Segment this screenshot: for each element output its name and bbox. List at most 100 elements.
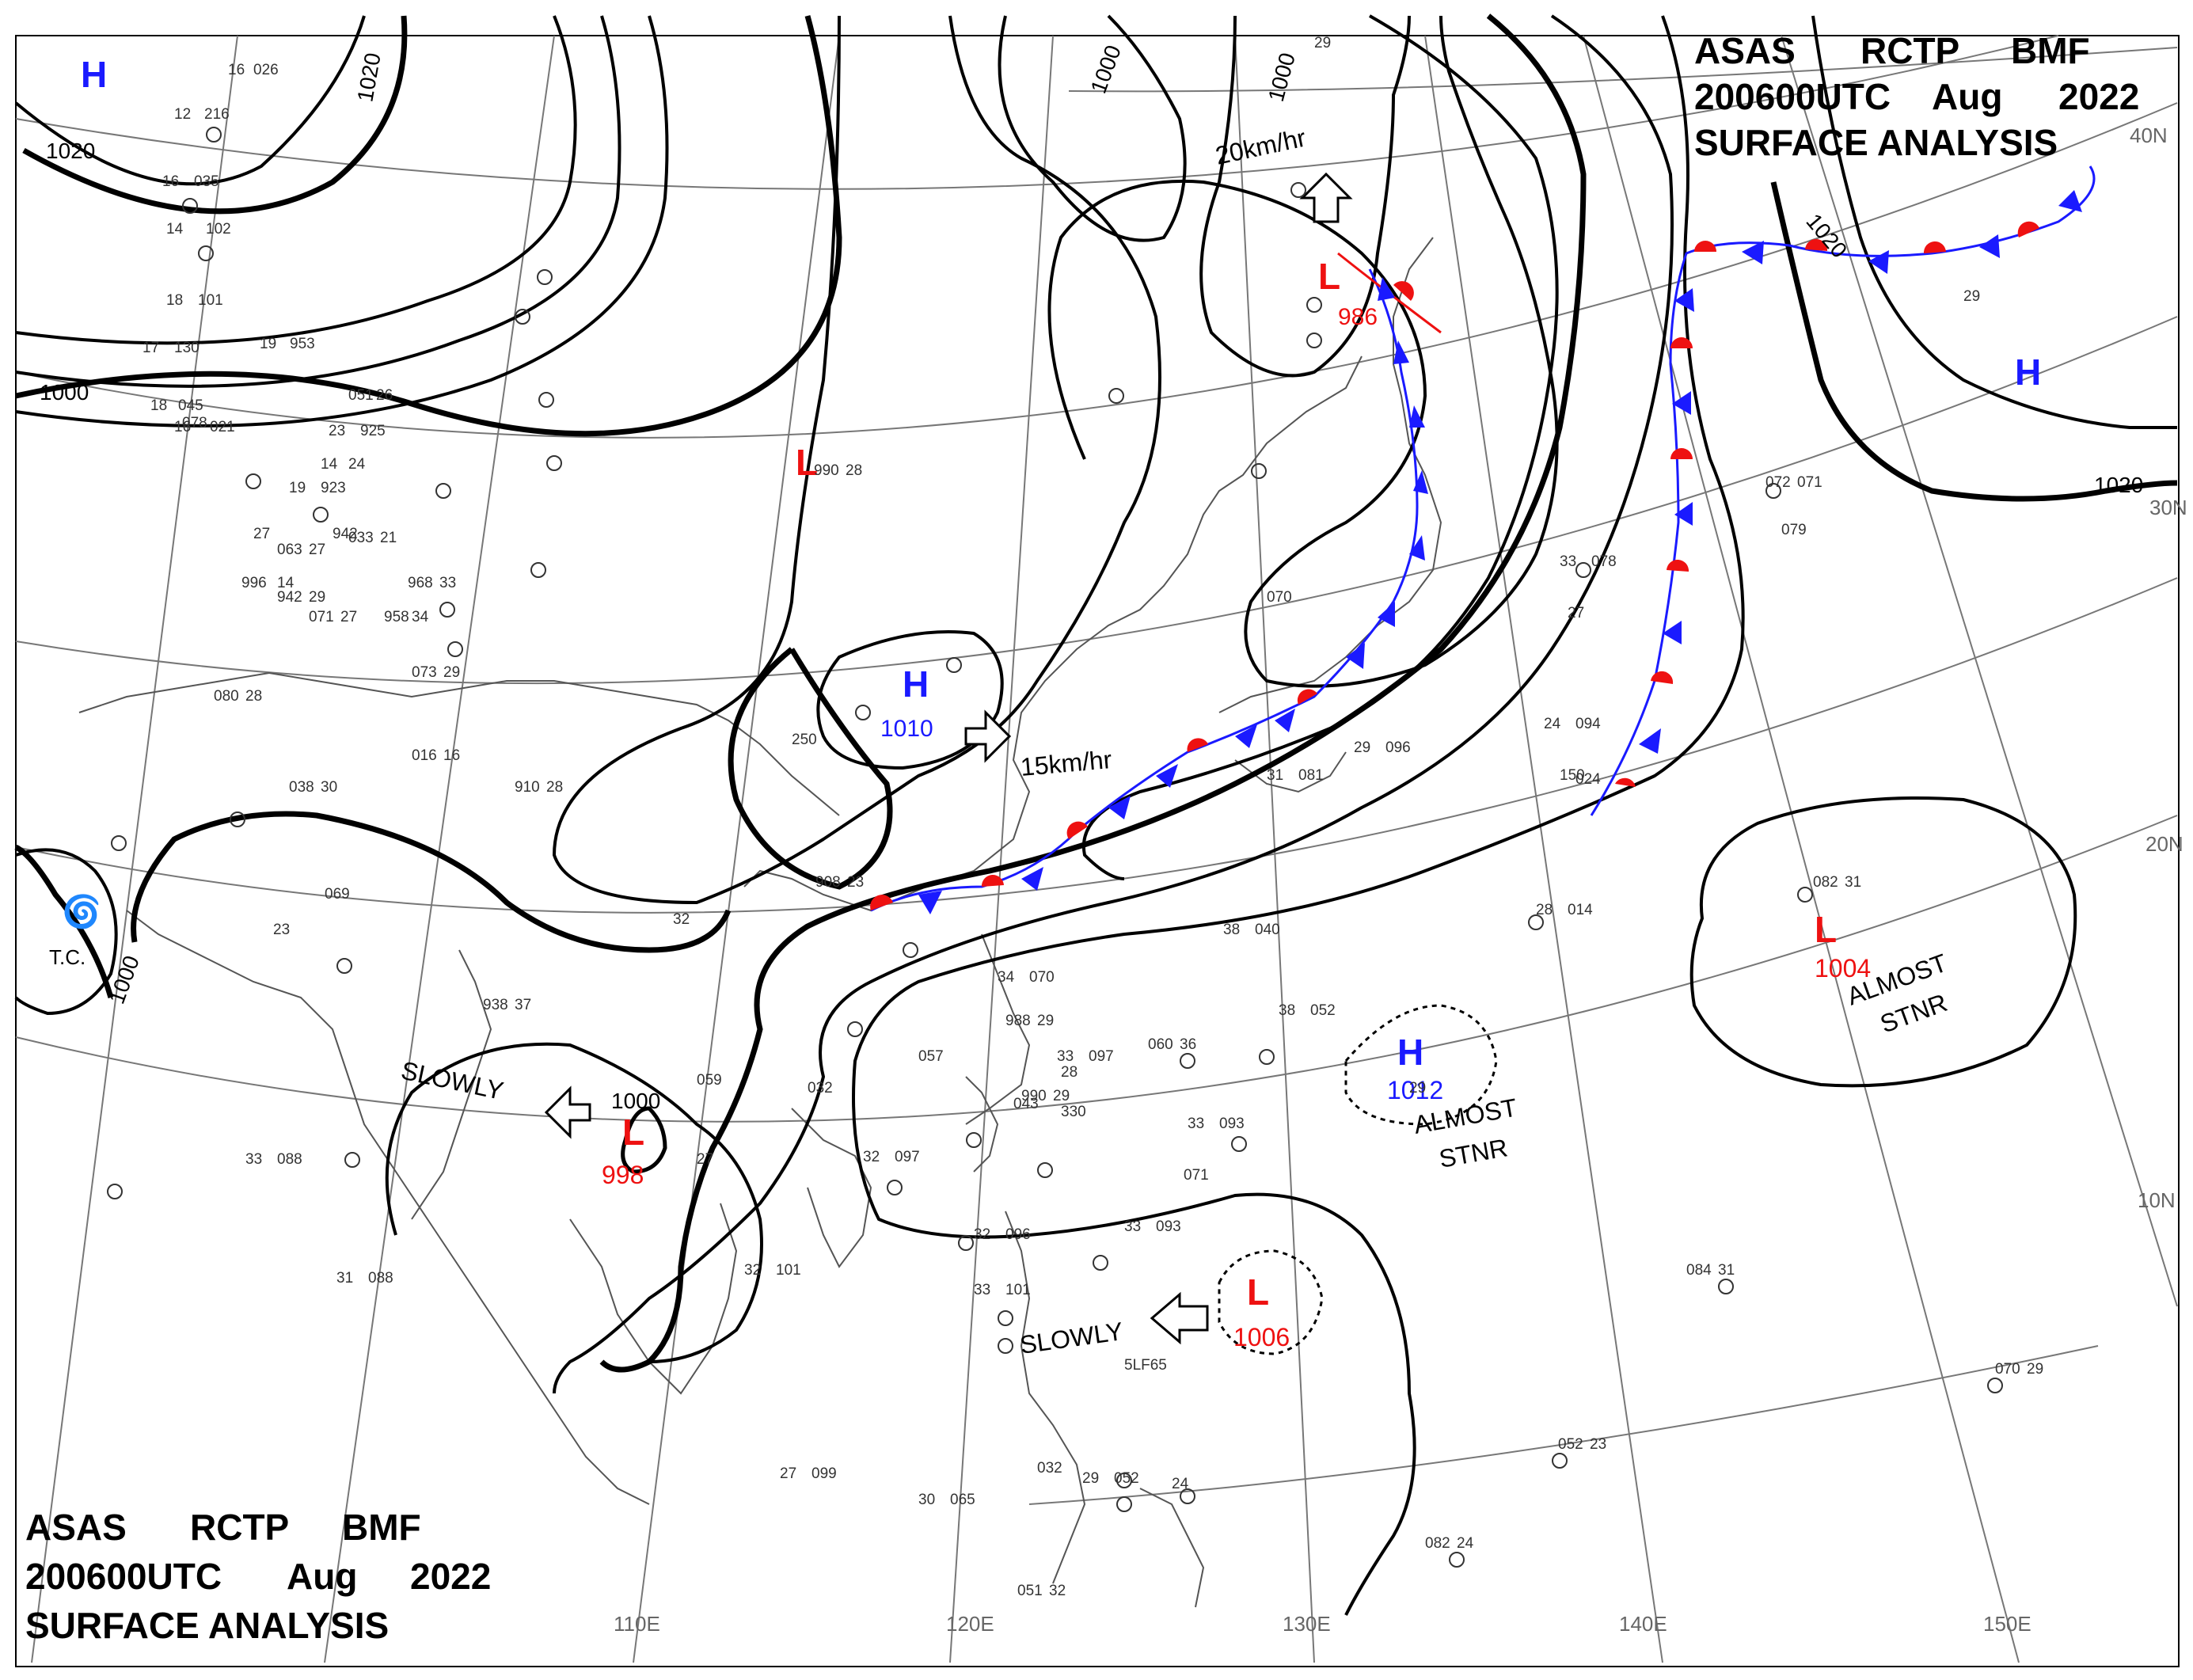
station-value: 071 [309, 609, 334, 625]
station-circle-icon [1116, 1496, 1132, 1512]
station-value: 29 [1082, 1470, 1099, 1487]
high-value-pacific: 1012 [1387, 1076, 1443, 1104]
station-circle-icon [1528, 914, 1544, 930]
station-value: 038 [289, 779, 314, 796]
station-value: 29 [1354, 739, 1370, 756]
header-top: ASAS RCTP BMF 200600UTC Aug 2022 SURFACE… [1694, 30, 2139, 163]
station-value: 32 [1049, 1583, 1066, 1599]
isobars [14, 13, 2178, 1616]
station-value: 18 [166, 292, 183, 309]
station-value: 29 [1963, 288, 1980, 305]
station-value: 17 [143, 340, 159, 356]
station-value: 101 [198, 292, 223, 309]
station-value: 32 [744, 1262, 761, 1279]
station-value: 37 [515, 997, 531, 1013]
station-value: 071 [1184, 1167, 1209, 1184]
station-value: 33 [1057, 1048, 1074, 1065]
station-value: 24 [1457, 1535, 1474, 1552]
low-center-indochina: L [622, 1112, 644, 1153]
station-value: 31 [336, 1270, 353, 1287]
station-circle-icon [198, 245, 214, 261]
station-value: 968 [408, 575, 433, 591]
station-value: 060 [1148, 1036, 1173, 1053]
header-bottom-station: RCTP [190, 1507, 289, 1548]
isobar-label-1020-d: 1020 [2094, 473, 2143, 497]
station-value: 082 [1813, 874, 1838, 891]
station-value: 990 [1021, 1088, 1047, 1104]
station-circle-icon [966, 1132, 982, 1148]
station-value: 099 [811, 1465, 837, 1482]
station-value: 29 [2027, 1361, 2043, 1378]
station-value: 16 [162, 173, 179, 190]
header-bottom-time: 200600UTC [25, 1556, 222, 1597]
station-value: 910 [515, 779, 540, 796]
station-value: 28 [546, 779, 563, 796]
station-value: 014 [1568, 902, 1593, 918]
station-value: 16 [443, 747, 460, 764]
station-circle-icon [887, 1180, 903, 1195]
station-circle-icon [1037, 1162, 1053, 1178]
station-value: 330 [1061, 1104, 1086, 1120]
lon-label-130e: 130E [1283, 1612, 1331, 1636]
low-value-philippine-sea: 1006 [1233, 1323, 1290, 1351]
lon-label-150e: 150E [1983, 1612, 2031, 1636]
station-value: 082 [1425, 1535, 1450, 1552]
station-value: 032 [1037, 1460, 1062, 1477]
station-value: 21 [380, 530, 397, 546]
header-bottom-title: SURFACE ANALYSIS [25, 1605, 389, 1646]
station-value: 081 [1298, 767, 1324, 784]
station-value: 32 [974, 1226, 990, 1243]
station-circle-icon [230, 811, 245, 827]
station-value: 069 [325, 886, 350, 903]
station-value: 051 [1017, 1583, 1043, 1599]
station-value: 38 [1223, 922, 1240, 938]
station-circle-icon [537, 269, 553, 285]
station-value: 29 [1314, 35, 1331, 51]
station-circle-icon [435, 483, 451, 499]
low-center-north: L [1318, 256, 1340, 297]
longitude-labels: 110E 120E 130E 140E 150E [614, 1612, 2031, 1636]
low-value-indochina: 998 [602, 1161, 644, 1189]
station-value: 130 [174, 340, 200, 356]
high-center-china: H [903, 663, 929, 705]
isobar-label-1020-b: 1020 [352, 51, 385, 104]
motion-arrows [544, 172, 1353, 1345]
map-frame [15, 35, 2180, 1667]
station-value: 29 [309, 589, 325, 606]
station-value: 5LF65 [1124, 1357, 1167, 1374]
station-value: 23 [847, 874, 864, 891]
station-circle-icon [1306, 333, 1322, 348]
station-value: 34 [998, 969, 1015, 986]
station-value: 078 [182, 415, 207, 431]
station-value: 29 [1053, 1088, 1070, 1104]
station-value: 051 [348, 387, 374, 404]
station-value: 078 [1591, 553, 1617, 570]
header-top-code: BMF [2011, 30, 2090, 71]
station-value: 29 [1409, 1080, 1426, 1097]
station-value: 28 [1061, 1064, 1077, 1081]
station-value: 31 [1718, 1262, 1735, 1279]
station-circle-icon [1180, 1488, 1195, 1504]
station-value: 36 [1180, 1036, 1196, 1053]
station-circle-icon [1231, 1136, 1247, 1152]
isobar-label-1000-b: 1000 [1086, 42, 1126, 97]
station-value: 021 [210, 419, 235, 435]
latitude-labels: 40N 30N 20N 10N [2130, 124, 2187, 1212]
dashed-isobars [621, 1004, 1498, 1355]
header-top-year: 2022 [2058, 76, 2139, 117]
station-value: 101 [776, 1262, 801, 1279]
station-value: 33 [1124, 1218, 1141, 1235]
station-value: 24 [348, 456, 366, 473]
station-value: 938 [483, 997, 508, 1013]
station-value: 32 [863, 1149, 880, 1165]
tropical-cyclone-icon: 🌀 [62, 892, 101, 930]
lat-label-10n: 10N [2138, 1188, 2176, 1212]
header-bottom-code: BMF [342, 1507, 421, 1548]
station-value: 16 [174, 419, 191, 435]
station-value: 990 [814, 462, 839, 479]
station-value: 27 [309, 542, 325, 558]
station-value: 988 [1005, 1013, 1031, 1029]
station-value: 942 [277, 589, 302, 606]
